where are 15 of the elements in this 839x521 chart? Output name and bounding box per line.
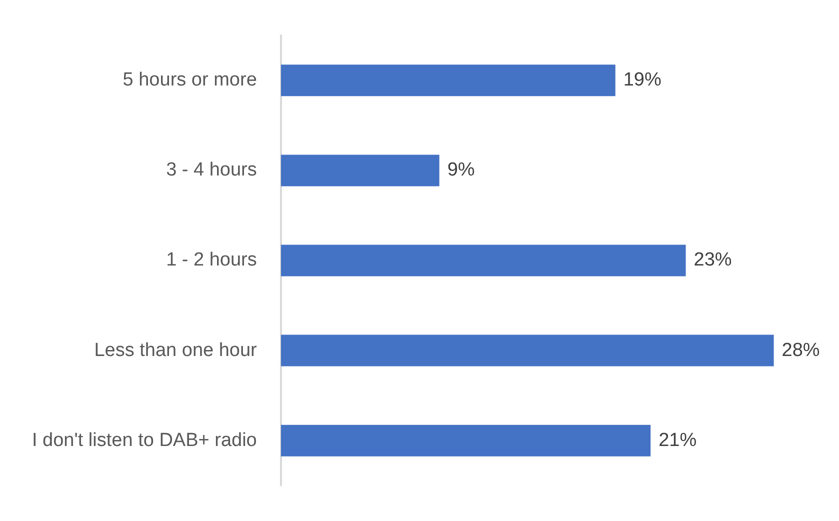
bar xyxy=(280,424,651,456)
y-tick-label: 3 - 4 hours xyxy=(166,160,257,181)
bar xyxy=(280,64,616,96)
y-tick-label: I don't listen to DAB+ radio xyxy=(32,430,257,451)
bar xyxy=(280,154,440,186)
data-label: 9% xyxy=(447,160,475,181)
bar xyxy=(280,244,686,276)
data-label: 21% xyxy=(658,430,697,451)
y-tick-label: 1 - 2 hours xyxy=(166,250,257,271)
bar xyxy=(280,334,774,366)
data-label: 23% xyxy=(694,250,732,271)
data-label: 19% xyxy=(623,70,662,91)
y-tick-label: Less than one hour xyxy=(94,340,258,361)
y-tick-label: 5 hours or more xyxy=(122,70,257,91)
data-label: 28% xyxy=(782,340,820,361)
